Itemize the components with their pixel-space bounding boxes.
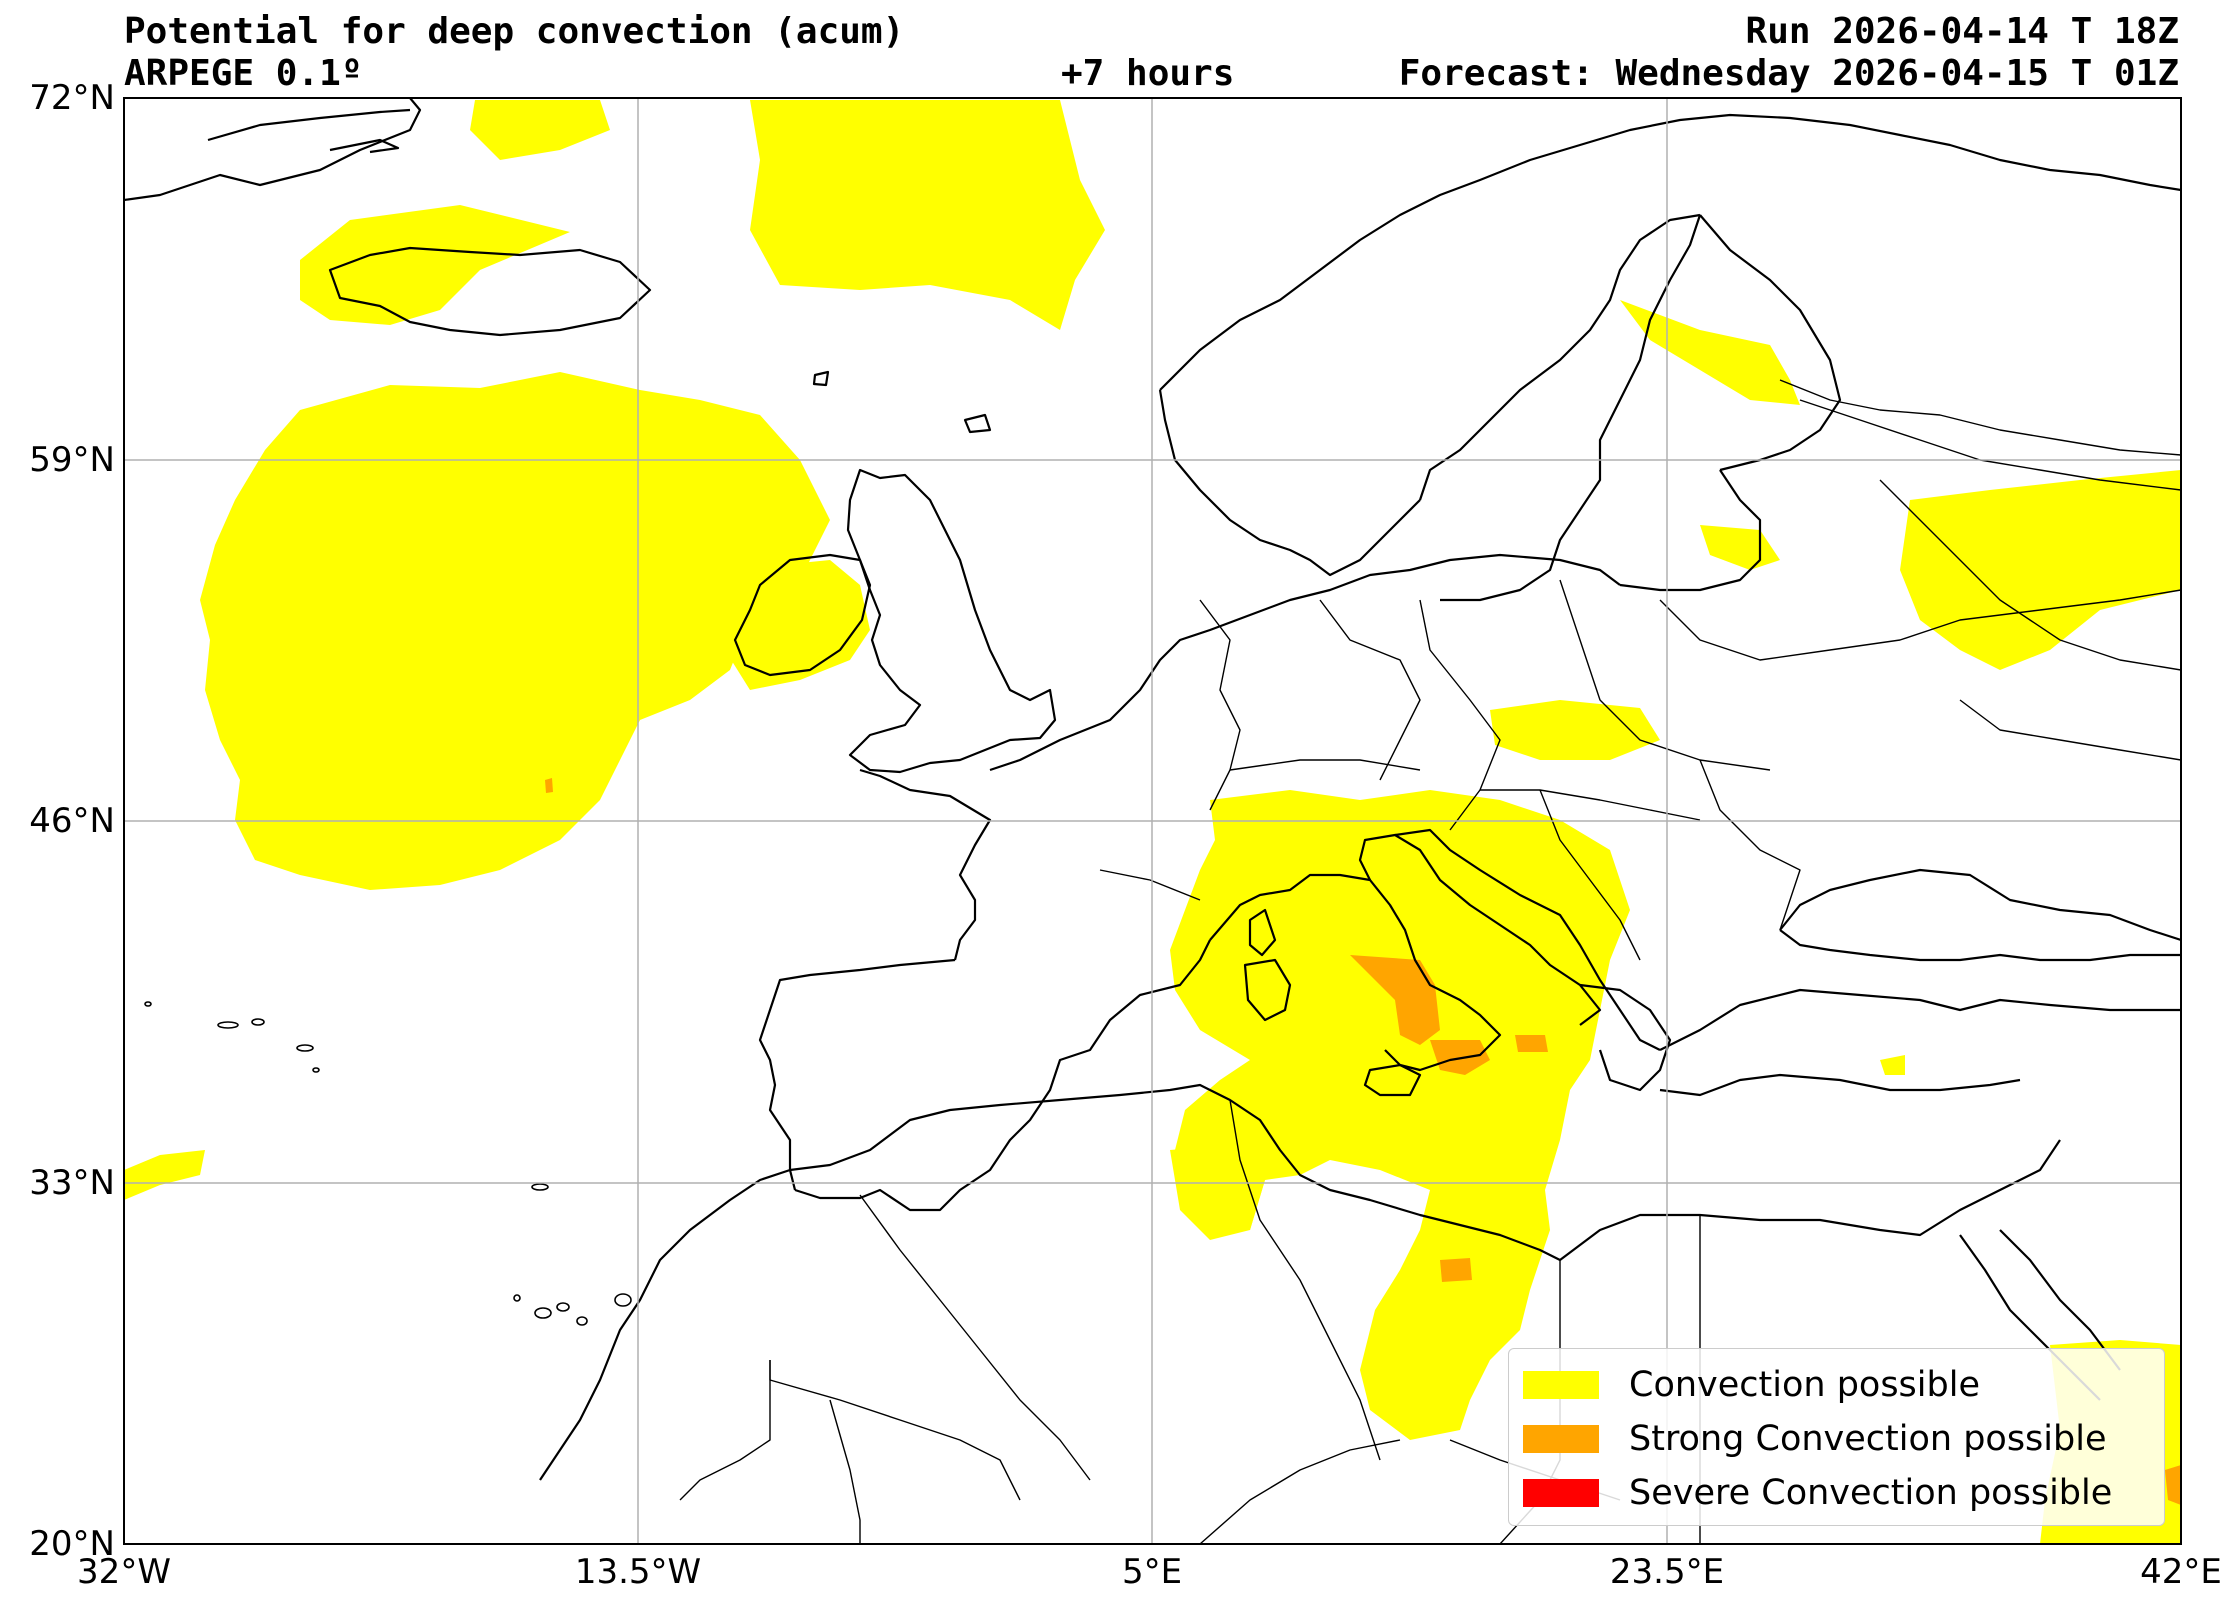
convection-area-west-africa-coast xyxy=(124,1150,205,1200)
legend-item-convection: Convection possible xyxy=(1523,1365,1980,1405)
convection-area-mediterranean xyxy=(1170,790,1630,1440)
map-title: Potential for deep convection (acum) xyxy=(124,11,905,52)
legend-label: Convection possible xyxy=(1629,1365,1980,1405)
y-tick-label: 59°N xyxy=(29,440,115,480)
strong-area-atlantic xyxy=(545,778,553,793)
legend-label: Strong Convection possible xyxy=(1629,1419,2107,1459)
map-frame xyxy=(123,97,2182,1545)
borders xyxy=(679,379,2181,1544)
y-tick-label: 46°N xyxy=(29,801,115,841)
convection-area-iceland xyxy=(300,205,570,325)
y-tick-label: 20°N xyxy=(29,1524,115,1564)
x-tick-label: 5°E xyxy=(1121,1552,1183,1592)
strong-area-southeast xyxy=(2165,1465,2181,1505)
forecast-time: Forecast: Wednesday 2026-04-15 T 01Z xyxy=(1398,53,2179,94)
convection-area-north-sea-north xyxy=(750,100,1105,330)
x-tick-label: 32°W xyxy=(77,1552,171,1592)
x-tick-label: 42°E xyxy=(2140,1552,2222,1592)
model-name: ARPEGE 0.1º xyxy=(124,53,363,94)
convection-area-tunisia xyxy=(1170,1145,1265,1240)
convection-area-scandinavia xyxy=(1620,300,1800,405)
convection-area-russia xyxy=(1900,470,2181,670)
lead-time: +7 hours xyxy=(1061,53,1235,94)
run-time: Run 2026-04-14 T 18Z xyxy=(1745,11,2179,52)
convection-area-ireland xyxy=(725,560,870,690)
convection-area-middle-east xyxy=(1880,1055,1905,1075)
legend-item-strong: Strong Convection possible xyxy=(1523,1419,2107,1459)
convection-area-atlantic xyxy=(200,372,830,890)
legend-label: Severe Convection possible xyxy=(1629,1473,2113,1513)
islands xyxy=(144,1001,632,1326)
convection-areas xyxy=(124,100,2181,1544)
x-tick-label: 13.5°W xyxy=(574,1552,702,1592)
legend-swatch-convection xyxy=(1523,1371,1599,1399)
legend-item-severe: Severe Convection possible xyxy=(1523,1473,2113,1513)
y-tick-label: 33°N xyxy=(29,1163,115,1203)
convection-area-hungary xyxy=(1490,700,1660,760)
strong-area-ionian xyxy=(1515,1035,1548,1052)
x-tick-label: 23.5°E xyxy=(1609,1552,1725,1592)
legend-swatch-strong xyxy=(1523,1425,1599,1453)
strong-area-libya xyxy=(1440,1258,1472,1282)
y-tick-label: 72°N xyxy=(29,78,115,118)
gridlines xyxy=(124,98,2181,1544)
strong-area-italy-1 xyxy=(1350,955,1440,1045)
legend: Convection possible Strong Convection po… xyxy=(1508,1348,2165,1526)
convection-area-greenland-sea xyxy=(470,100,610,160)
legend-swatch-severe xyxy=(1523,1479,1599,1507)
